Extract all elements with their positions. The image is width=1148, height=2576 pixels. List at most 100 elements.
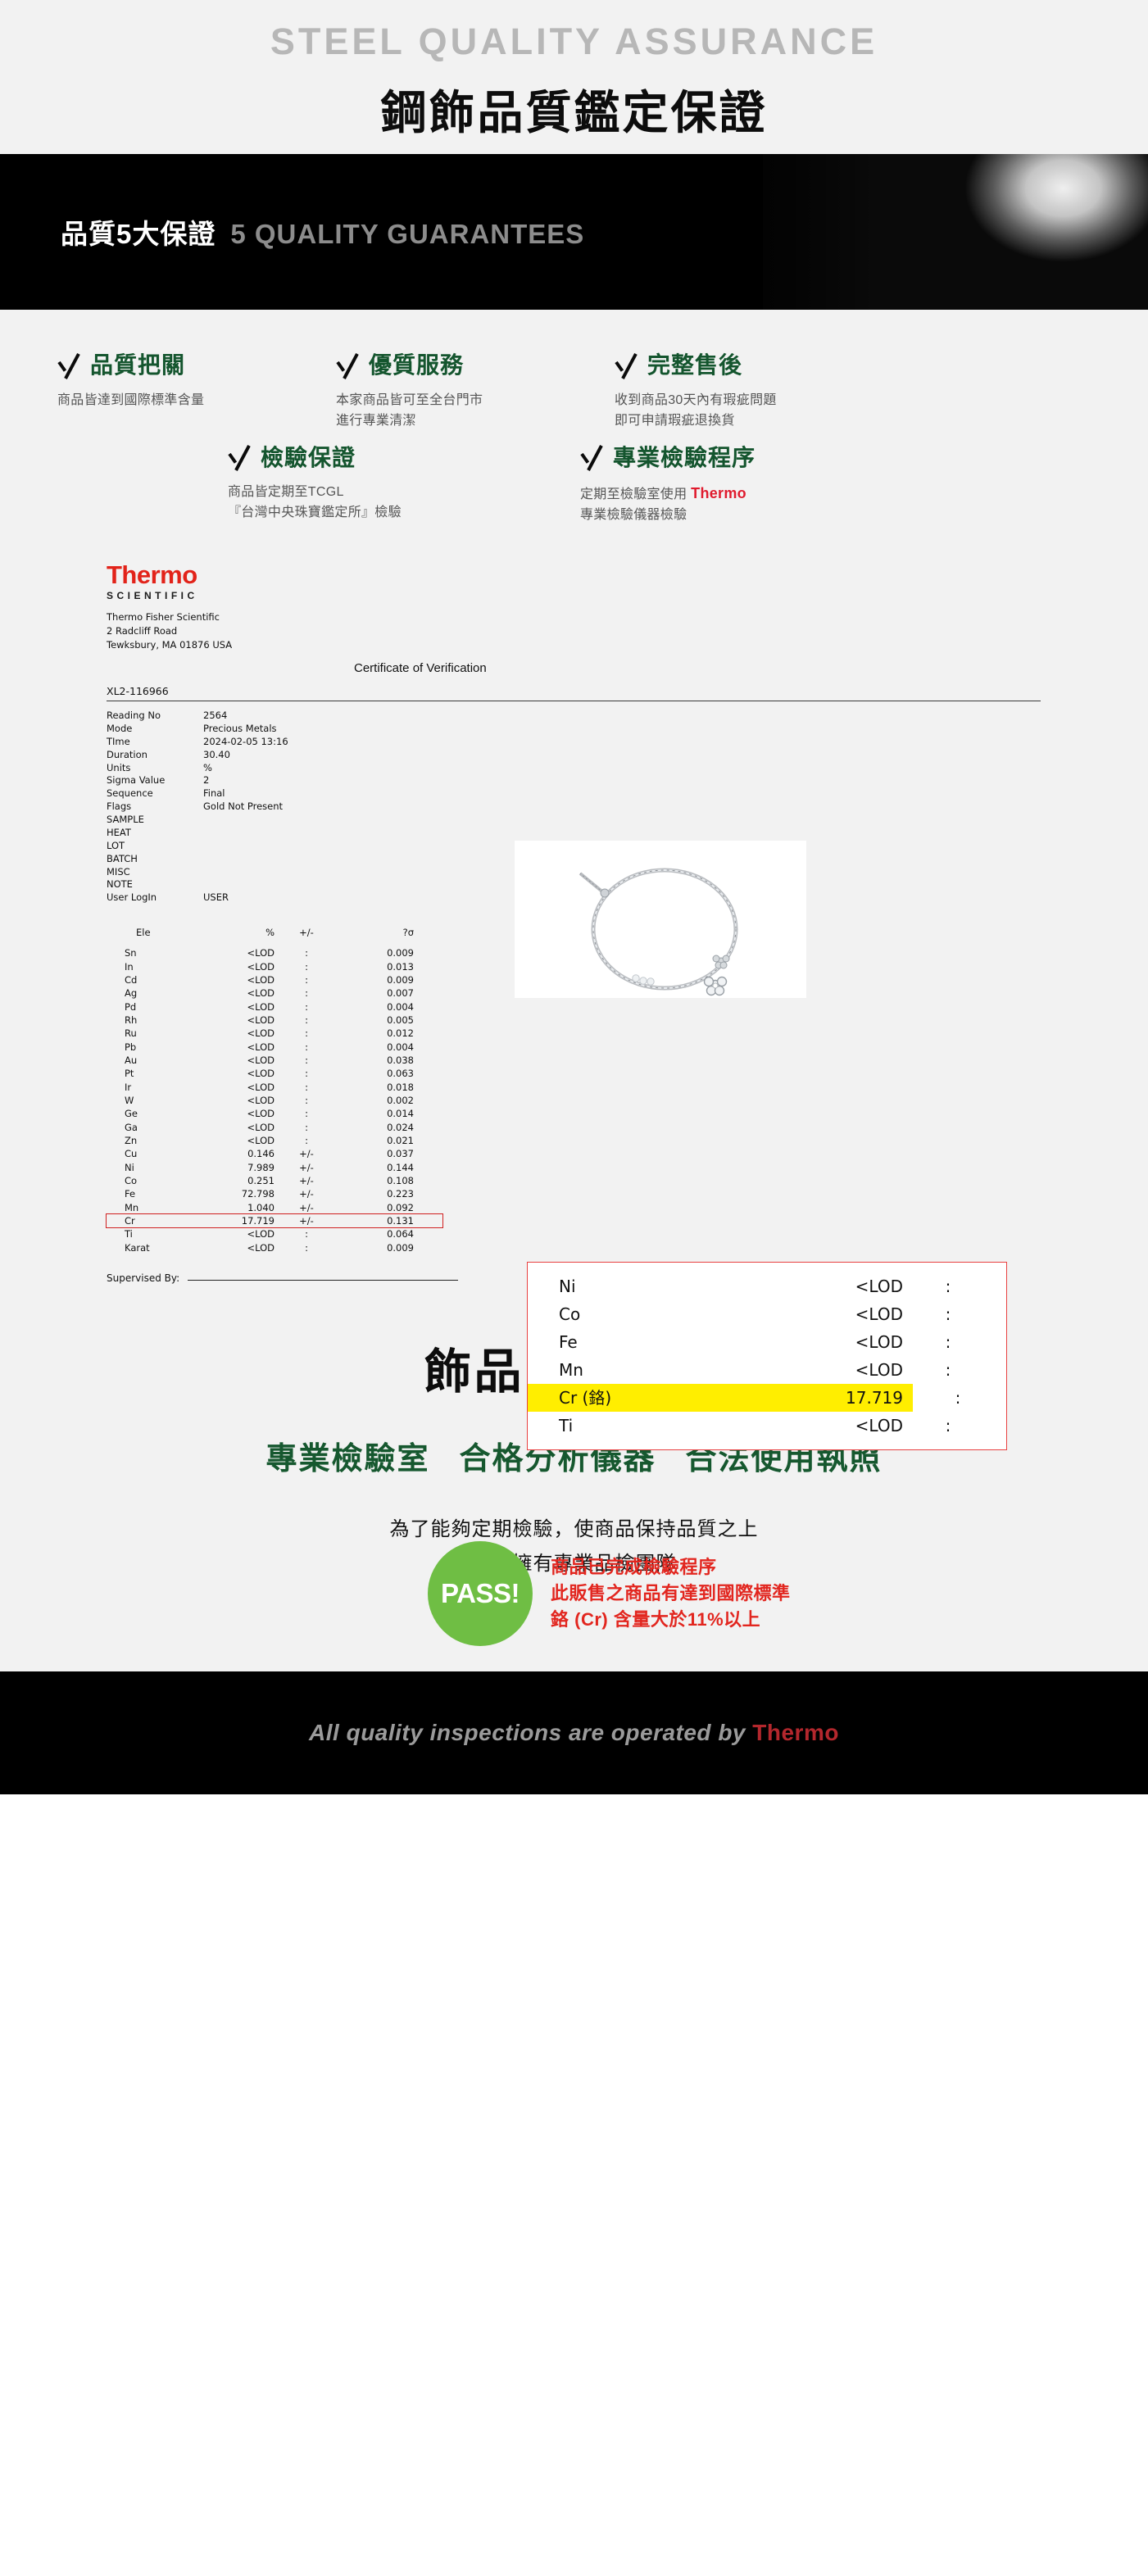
bottom-paragraph-line: 為了能夠定期檢驗，使商品保持品質之上 [389, 1517, 759, 1540]
guarantee-row-1: 品質把關 商品皆達到國際標準含量 優質服務 本家商品皆可至全台門市 進行專業清潔 [0, 347, 1148, 432]
metadata-value: USER [203, 891, 229, 904]
hero-english-title: STEEL QUALITY ASSURANCE [270, 20, 878, 62]
highlight-element-value: <LOD [855, 1416, 903, 1436]
pass-note-line: 鉻 (Cr) 含量大於11%以上 [551, 1609, 761, 1630]
element-plusminus: : [305, 1041, 308, 1053]
element-sigma: 0.014 [387, 1108, 414, 1120]
guarantee-description: 商品皆達到國際標準含量 [57, 391, 336, 411]
element-sigma: 0.144 [387, 1161, 414, 1173]
element-sigma: 0.002 [387, 1095, 414, 1107]
element-percent: 7.989 [247, 1161, 275, 1173]
element-plusminus: : [305, 987, 308, 1000]
element-symbol: Sn [125, 947, 137, 959]
guarantee-title: 完整售後 [647, 352, 743, 379]
element-row: Ge <LOD: 0.014 [107, 1107, 442, 1120]
element-symbol: Karat [125, 1241, 150, 1254]
metadata-key: NOTE [107, 878, 133, 891]
element-row: Cr 17.719 +/- 0.131 [106, 1213, 443, 1229]
metadata-row: HEAT [107, 827, 1148, 840]
highlight-element-symbol: Fe [559, 1332, 578, 1353]
highlight-element-row: Co <LOD: [528, 1300, 1006, 1328]
element-row: Ga <LOD: 0.024 [107, 1121, 442, 1134]
metadata-value: Gold Not Present [203, 800, 284, 813]
element-row: Co 0.251 +/- 0.108 [107, 1174, 442, 1187]
guarantee-description-line: 進行專業清潔 [336, 413, 416, 428]
checkmark-icon [580, 439, 608, 472]
highlight-element-value: 17.719 [846, 1388, 903, 1408]
banner-gradient-overlay [697, 153, 878, 310]
highlight-element-symbol: Mn [559, 1360, 583, 1381]
guarantee-description: 本家商品皆可至全台門市 進行專業清潔 [336, 391, 615, 432]
metadata-key: User LogIn [107, 891, 157, 904]
element-plusminus: : [305, 1241, 308, 1254]
checkmark-icon [228, 439, 256, 472]
element-sigma: 0.223 [387, 1188, 414, 1200]
hero-chinese-title: 鋼飾品質鑑定保證 [380, 86, 768, 138]
guarantee-item-service: 優質服務 本家商品皆可至全台門市 進行專業清潔 [336, 347, 615, 432]
guarantee-description-line: 即可申請瑕疵退換貨 [615, 413, 735, 428]
guarantee-row-2: 檢驗保證 商品皆定期至TCGL 『台灣中央珠寶鑑定所』檢驗 專業檢驗程序 定期至… [0, 439, 1148, 526]
guarantee-item-inspection-guarantee: 檢驗保證 商品皆定期至TCGL 『台灣中央珠寶鑑定所』檢驗 [228, 439, 580, 526]
metadata-value: Precious Metals [203, 723, 277, 735]
element-row: Pb <LOD: 0.004 [107, 1041, 442, 1054]
highlight-element-value: <LOD [855, 1332, 903, 1353]
guarantee-title: 專業檢驗程序 [613, 444, 756, 470]
highlight-rows: Ni <LOD: Co <LOD: Fe <LOD: Mn <LOD: Cr (鉻) 17.719… [528, 1272, 1006, 1440]
metadata-value: Final [203, 787, 225, 800]
metadata-key: SAMPLE [107, 814, 144, 826]
supervised-by-field: Supervised By: [107, 1272, 1148, 1284]
element-sigma: 0.131 [387, 1214, 414, 1227]
highlight-element-colon: : [945, 1416, 951, 1436]
element-symbol: Ti [125, 1228, 133, 1240]
highlight-element-symbol: Cr (鉻) [559, 1388, 612, 1408]
element-percent: <LOD [247, 1068, 275, 1080]
element-percent: <LOD [247, 1014, 275, 1027]
element-percent: <LOD [247, 1108, 275, 1120]
element-symbol: Ga [125, 1121, 138, 1133]
guarantee-description: 商品皆定期至TCGL 『台灣中央珠寶鑑定所』檢驗 [228, 483, 580, 524]
metadata-row: Sequence Final [107, 787, 1148, 800]
element-percent: <LOD [247, 1041, 275, 1053]
checkmark-icon [336, 347, 364, 380]
element-symbol: Rh [125, 1014, 138, 1027]
element-plusminus: : [305, 947, 308, 959]
guarantee-heading: 優質服務 [336, 347, 615, 380]
element-plusminus: +/- [299, 1174, 314, 1186]
element-sigma: 0.004 [387, 1041, 414, 1053]
guarantee-item-quality-control: 品質把關 商品皆達到國際標準含量 [57, 347, 336, 432]
element-row: Karat <LOD: 0.009 [107, 1241, 442, 1254]
element-percent: <LOD [247, 947, 275, 959]
metadata-key: Sigma Value [107, 774, 166, 787]
metadata-value: 2024-02-05 13:16 [203, 735, 288, 747]
highlight-element-symbol: Ti [559, 1416, 574, 1436]
element-plusminus: +/- [299, 1214, 314, 1227]
element-row: Ru <LOD: 0.012 [107, 1027, 442, 1040]
element-symbol: Fe [125, 1188, 136, 1200]
metadata-row: Mode Precious Metals [107, 723, 1148, 736]
element-symbol: Ge [125, 1108, 138, 1120]
table-header-row: Ele % +/- ?σ [107, 926, 442, 946]
metadata-key: MISC [107, 865, 130, 878]
element-symbol: Cu [125, 1148, 138, 1160]
company-address: Thermo Fisher Scientific 2 Radcliff Road… [107, 610, 1148, 651]
metadata-key: TIme [107, 735, 130, 747]
promo-page: STEEL QUALITY ASSURANCE 鋼飾品質鑑定保證 品質5大保證 … [0, 0, 1148, 1794]
element-sigma: 0.009 [387, 1241, 414, 1254]
metadata-row: TIme 2024-02-05 13:16 [107, 736, 1148, 749]
guarantee-heading: 專業檢驗程序 [580, 439, 932, 472]
bottom-subtitle-item: 專業檢驗室 [265, 1441, 430, 1476]
pass-result-group: PASS! 商品已完成檢驗程序 此販售之商品有達到國際標準 鉻 (Cr) 含量大… [428, 1541, 791, 1647]
element-percent: 72.798 [241, 1188, 275, 1200]
guarantee-description-line: 本家商品皆可至全台門市 [336, 392, 483, 407]
element-percent: 17.719 [241, 1214, 275, 1227]
thermo-logo-subtitle: SCIENTIFIC [107, 590, 198, 602]
highlight-element-symbol: Ni [559, 1277, 576, 1297]
element-plusminus: : [305, 1081, 308, 1093]
element-sigma: 0.063 [387, 1068, 414, 1080]
column-header-element: Ele [136, 927, 151, 939]
element-symbol: W [125, 1095, 134, 1107]
guarantee-description: 收到商品30天內有瑕疵問題 即可申請瑕疵退換貨 [615, 391, 967, 432]
guarantee-heading: 完整售後 [615, 347, 967, 380]
element-plusminus: : [305, 1054, 308, 1067]
highlight-strip: Cr (鉻) 17.719 [528, 1384, 913, 1413]
